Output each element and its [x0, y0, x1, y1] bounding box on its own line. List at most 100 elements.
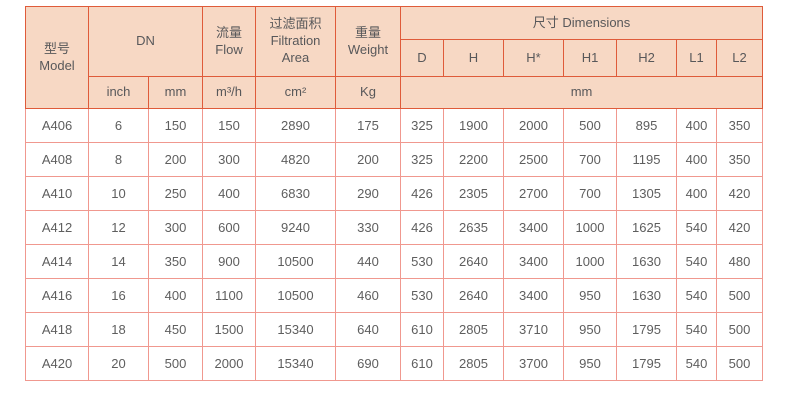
table-cell: 200	[148, 142, 203, 177]
table-cell: 460	[335, 278, 401, 313]
spec-table: 型号 Model DN 流量 Flow 过滤面积 Filtration Area…	[25, 6, 764, 381]
cell-model: A410	[25, 176, 89, 211]
table-cell: 426	[400, 176, 444, 211]
table-cell: 530	[400, 244, 444, 279]
table-cell: 2805	[443, 346, 504, 381]
col-header-filtration-zh: 过滤面积	[269, 16, 322, 32]
table-row-a414: A414 14 350 900 10500 440 530 2640 3400 …	[25, 244, 764, 279]
table-cell: 500	[715, 278, 764, 313]
table-cell: 15340	[255, 312, 336, 347]
table-cell: 325	[400, 108, 444, 143]
table-cell: 400	[676, 176, 717, 211]
table-cell: 6830	[255, 176, 336, 211]
cell-model: A418	[25, 312, 89, 347]
table-cell: 9240	[255, 210, 336, 245]
table-cell: 20	[88, 346, 149, 381]
table-cell: 900	[202, 244, 256, 279]
table-cell: 8	[88, 142, 149, 177]
table-cell: 4820	[255, 142, 336, 177]
table-cell: 540	[676, 278, 717, 313]
table-cell: 200	[335, 142, 401, 177]
table-cell: 700	[563, 176, 617, 211]
table-cell: 950	[563, 278, 617, 313]
table-cell: 690	[335, 346, 401, 381]
table-cell: 400	[202, 176, 256, 211]
table-cell: 400	[676, 108, 717, 143]
table-cell: 325	[400, 142, 444, 177]
table-cell: 640	[335, 312, 401, 347]
cell-model: A414	[25, 244, 89, 279]
table-cell: 1900	[443, 108, 504, 143]
table-cell: 1500	[202, 312, 256, 347]
table-row-a420: A420 20 500 2000 15340 690 610 2805 3700…	[25, 346, 764, 381]
table-cell: 1795	[616, 346, 677, 381]
table-cell: 300	[148, 210, 203, 245]
table-row-a408: A408 8 200 300 4820 200 325 2200 2500 70…	[25, 142, 764, 177]
table-row-a410: A410 10 250 400 6830 290 426 2305 2700 7…	[25, 176, 764, 211]
table-cell: 2890	[255, 108, 336, 143]
table-cell: 530	[400, 278, 444, 313]
table-cell: 12	[88, 210, 149, 245]
table-row-a416: A416 16 400 1100 10500 460 530 2640 3400…	[25, 278, 764, 313]
table-cell: 250	[148, 176, 203, 211]
col-header-d: D	[400, 39, 444, 77]
table-body: A406 6 150 150 2890 175 325 1900 2000 50…	[25, 108, 764, 381]
col-header-l1: L1	[676, 39, 717, 77]
table-cell: 10500	[255, 278, 336, 313]
table-cell: 2200	[443, 142, 504, 177]
col-header-weight-zh: 重量	[354, 24, 381, 40]
cell-model: A406	[25, 108, 89, 143]
table-cell: 2000	[503, 108, 564, 143]
cell-model: A412	[25, 210, 89, 245]
table-cell: 420	[715, 210, 764, 245]
table-cell: 540	[676, 312, 717, 347]
unit-weight: Kg	[335, 76, 401, 109]
table-cell: 3400	[503, 278, 564, 313]
cell-model: A420	[25, 346, 89, 381]
table-cell: 2700	[503, 176, 564, 211]
table-cell: 2640	[443, 244, 504, 279]
table-cell: 1630	[616, 244, 677, 279]
col-header-model-zh: 型号	[43, 40, 70, 56]
table-cell: 440	[335, 244, 401, 279]
unit-dimensions-mm: mm	[399, 76, 764, 109]
table-row-a406: A406 6 150 150 2890 175 325 1900 2000 50…	[25, 108, 764, 143]
table-cell: 2000	[202, 346, 256, 381]
table-cell: 300	[202, 142, 256, 177]
table-cell: 14	[88, 244, 149, 279]
table-cell: 3400	[503, 210, 564, 245]
table-cell: 2805	[443, 312, 504, 347]
col-header-model-en: Model	[39, 57, 75, 73]
table-cell: 350	[148, 244, 203, 279]
table-cell: 10	[88, 176, 149, 211]
table-cell: 1000	[563, 210, 617, 245]
table-cell: 400	[676, 142, 717, 177]
table-cell: 350	[715, 108, 764, 143]
col-header-h1: H1	[563, 39, 617, 77]
col-header-l2: L2	[715, 39, 764, 77]
table-cell: 895	[616, 108, 677, 143]
col-header-h2: H2	[616, 39, 677, 77]
table-cell: 350	[715, 142, 764, 177]
table-cell: 3710	[503, 312, 564, 347]
cell-model: A416	[25, 278, 89, 313]
table-cell: 2305	[443, 176, 504, 211]
col-header-model: 型号 Model	[25, 6, 89, 109]
table-cell: 290	[335, 176, 401, 211]
unit-mm: mm	[148, 76, 203, 109]
table-cell: 1305	[616, 176, 677, 211]
col-header-filtration-en: Filtration Area	[270, 33, 321, 65]
table-cell: 2635	[443, 210, 504, 245]
col-header-weight: 重量 Weight	[335, 6, 401, 77]
table-cell: 1100	[202, 278, 256, 313]
col-header-flow-zh: 流量	[215, 24, 242, 40]
table-cell: 500	[148, 346, 203, 381]
table-cell: 500	[715, 346, 764, 381]
table-row-a418: A418 18 450 1500 15340 640 610 2805 3710…	[25, 312, 764, 347]
table-cell: 330	[335, 210, 401, 245]
table-cell: 610	[400, 312, 444, 347]
table-cell: 16	[88, 278, 149, 313]
table-cell: 540	[676, 210, 717, 245]
table-cell: 2500	[503, 142, 564, 177]
